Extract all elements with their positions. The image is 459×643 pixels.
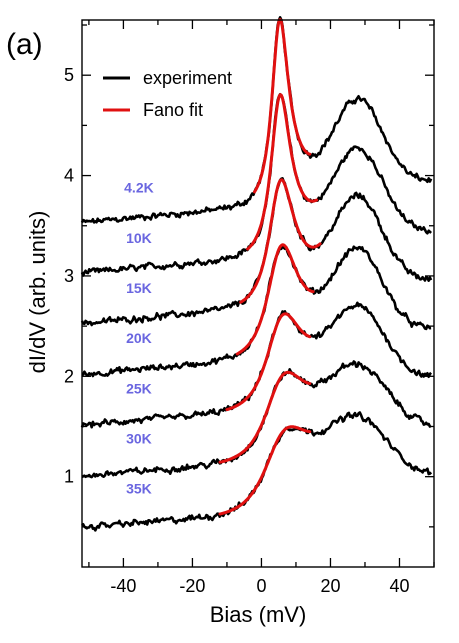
y-tick-label: 2 xyxy=(64,366,74,386)
temperature-label: 30K xyxy=(126,431,152,447)
experiment-trace-25K xyxy=(80,301,433,429)
temperature-label: 25K xyxy=(126,380,152,396)
fano-fits xyxy=(218,18,322,516)
fano-fit-35K xyxy=(218,425,312,516)
legend: experiment Fano fit xyxy=(103,68,232,120)
fano-fit-30K xyxy=(218,370,312,464)
fano-fit-20K xyxy=(235,243,315,356)
y-axis-label: dI/dV (arb. units) xyxy=(25,211,50,374)
x-tick-label: -40 xyxy=(110,576,136,596)
x-tick-label: 20 xyxy=(320,576,340,596)
legend-label-fano-fit: Fano fit xyxy=(143,100,203,120)
y-tick-label: 3 xyxy=(64,266,74,286)
temperature-labels: 4.2K 10K 15K 20K 25K 30K 35K xyxy=(124,180,154,497)
y-tick-label: 5 xyxy=(64,65,74,85)
y-axis-ticks: 1 2 3 4 5 xyxy=(64,24,434,528)
x-tick-label: -20 xyxy=(179,576,205,596)
plot-area: 4.2K 10K 15K 20K 25K 30K 35K xyxy=(80,16,433,532)
y-tick-label: 1 xyxy=(64,467,74,487)
x-axis-label: Bias (mV) xyxy=(210,602,307,627)
experiment-trace-15K xyxy=(80,177,433,327)
experiment-trace-20K xyxy=(81,244,432,378)
temperature-label: 4.2K xyxy=(124,180,154,196)
fano-fit-10K xyxy=(246,93,319,251)
y-tick-label: 4 xyxy=(64,166,74,186)
legend-label-experiment: experiment xyxy=(143,68,232,88)
fano-fit-25K xyxy=(225,312,312,412)
x-axis-ticks: -40 -20 0 20 40 xyxy=(88,20,435,596)
fano-fit-15K xyxy=(239,178,322,304)
x-tick-label: 0 xyxy=(256,576,266,596)
temperature-label: 15K xyxy=(126,280,152,296)
plot-frame xyxy=(81,19,435,568)
temperature-label: 35K xyxy=(126,481,152,497)
temperature-label: 20K xyxy=(126,330,152,346)
traces xyxy=(80,16,433,532)
x-tick-label: 40 xyxy=(389,576,409,596)
temperature-label: 10K xyxy=(126,230,152,246)
fano-fit-4.2K xyxy=(253,18,312,194)
panel-label: (a) xyxy=(6,28,43,61)
